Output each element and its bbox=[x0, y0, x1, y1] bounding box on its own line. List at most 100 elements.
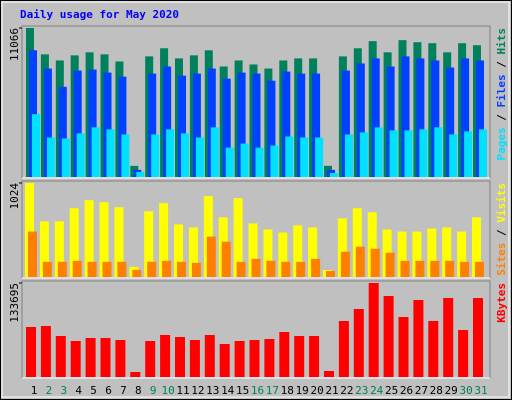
bar bbox=[189, 339, 200, 377]
x-tick-label: 1 bbox=[31, 384, 38, 397]
bar bbox=[42, 261, 52, 277]
bar bbox=[294, 335, 305, 377]
x-tick-label: 11 bbox=[176, 384, 189, 397]
bar bbox=[431, 60, 440, 177]
bar bbox=[85, 337, 96, 377]
bar bbox=[26, 327, 36, 377]
bar bbox=[434, 127, 443, 177]
bar bbox=[282, 71, 291, 177]
bar bbox=[383, 295, 394, 377]
bar bbox=[296, 261, 306, 277]
bar bbox=[174, 224, 183, 277]
bar bbox=[203, 196, 213, 277]
bar bbox=[225, 147, 234, 177]
bar bbox=[210, 127, 219, 177]
bar bbox=[385, 252, 395, 277]
legend-entry: Sites bbox=[495, 243, 508, 276]
bar bbox=[370, 248, 380, 277]
bar bbox=[368, 283, 379, 377]
bar bbox=[57, 261, 67, 277]
bar bbox=[91, 127, 100, 177]
x-tick-label: 10 bbox=[161, 384, 174, 397]
x-tick-label: 3 bbox=[60, 384, 67, 397]
bar bbox=[445, 260, 455, 277]
bar bbox=[73, 70, 82, 177]
bar bbox=[446, 67, 455, 177]
bar bbox=[115, 339, 126, 377]
bar bbox=[442, 227, 452, 277]
bar bbox=[267, 80, 276, 177]
bar bbox=[177, 261, 186, 277]
bar bbox=[413, 299, 424, 377]
bar bbox=[300, 137, 309, 177]
bar bbox=[32, 114, 40, 177]
bar bbox=[234, 340, 245, 377]
bar bbox=[69, 208, 79, 277]
legend-separator: / bbox=[495, 55, 508, 75]
bar bbox=[240, 143, 249, 177]
x-tick-label: 8 bbox=[135, 384, 142, 397]
y-tick-label: 133695 bbox=[8, 283, 21, 323]
legend: KBytes bbox=[495, 283, 508, 323]
x-tick-label: 17 bbox=[266, 384, 279, 397]
bar bbox=[148, 73, 157, 177]
bar bbox=[181, 133, 189, 177]
bar bbox=[117, 261, 127, 277]
x-tick-label: 15 bbox=[236, 384, 249, 397]
bar bbox=[188, 227, 198, 277]
bar bbox=[337, 218, 347, 277]
bar bbox=[443, 297, 454, 377]
bar bbox=[386, 66, 395, 177]
x-tick-label: 16 bbox=[251, 384, 264, 397]
x-tick-label: 25 bbox=[385, 384, 398, 397]
legend-separator: / bbox=[495, 108, 508, 128]
bar bbox=[29, 50, 37, 178]
bar bbox=[458, 329, 469, 377]
bar bbox=[476, 60, 484, 177]
x-tick-label: 31 bbox=[474, 384, 487, 397]
bar bbox=[159, 203, 169, 277]
bar bbox=[415, 260, 425, 277]
bar bbox=[39, 221, 49, 277]
bar bbox=[397, 231, 407, 277]
bar bbox=[400, 260, 410, 277]
bar bbox=[461, 58, 470, 178]
bar bbox=[207, 68, 216, 177]
bar bbox=[464, 131, 473, 177]
x-tick-label: 19 bbox=[296, 384, 309, 397]
bar bbox=[151, 134, 160, 177]
bar bbox=[297, 73, 306, 177]
bar bbox=[163, 66, 172, 177]
bar bbox=[311, 258, 321, 277]
bar bbox=[192, 73, 201, 177]
bar bbox=[249, 339, 260, 377]
bar bbox=[359, 132, 368, 177]
bar bbox=[121, 134, 130, 177]
bar bbox=[404, 130, 413, 177]
bar bbox=[102, 261, 112, 277]
bar bbox=[58, 86, 67, 177]
x-tick-label: 23 bbox=[355, 384, 368, 397]
bar bbox=[70, 340, 81, 377]
bar bbox=[457, 231, 467, 277]
bar bbox=[401, 56, 410, 178]
x-tick-label: 24 bbox=[370, 384, 384, 397]
bar bbox=[160, 334, 171, 377]
legend-separator: / bbox=[495, 223, 508, 243]
bar bbox=[40, 326, 51, 377]
x-tick-label: 30 bbox=[459, 384, 472, 397]
bar bbox=[25, 183, 34, 277]
bar bbox=[162, 260, 172, 277]
bar bbox=[100, 337, 111, 377]
bar bbox=[428, 320, 439, 377]
bar bbox=[252, 73, 261, 177]
bar bbox=[412, 231, 422, 277]
x-tick-label: 6 bbox=[105, 384, 112, 397]
bar bbox=[132, 269, 142, 277]
bar bbox=[55, 335, 66, 377]
bar bbox=[279, 331, 290, 377]
bar bbox=[270, 145, 279, 177]
x-tick-label: 7 bbox=[120, 384, 127, 397]
bar bbox=[222, 78, 231, 177]
bar bbox=[264, 338, 275, 377]
